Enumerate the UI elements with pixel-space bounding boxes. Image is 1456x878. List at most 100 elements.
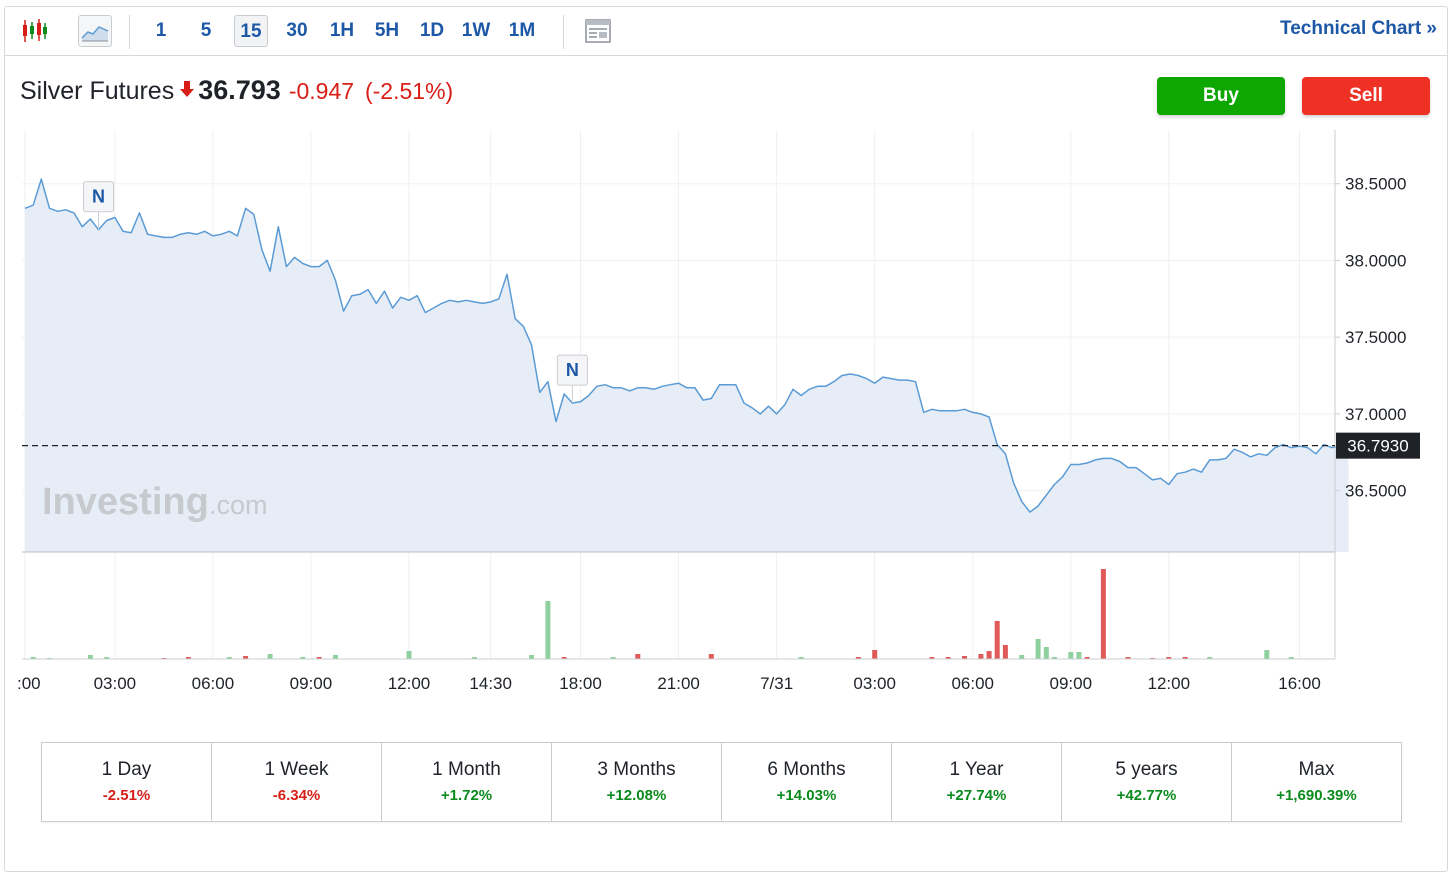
- volume-bar: [529, 655, 534, 659]
- price-chart: Investing .com 38.5000 38.0000 37.5000 37.0…: [17, 130, 1420, 693]
- period-1-day[interactable]: 1 Day -2.51%: [42, 743, 212, 821]
- volume-bar: [87, 655, 93, 659]
- period-label: 5 years: [1115, 759, 1178, 780]
- volume-bar: [798, 657, 804, 659]
- volume-bar: [610, 657, 616, 659]
- x-tick-label: 12:00: [388, 674, 431, 693]
- candlestick-chart-icon[interactable]: [17, 15, 51, 47]
- volume-bar: [1019, 655, 1025, 659]
- chart-axes: 38.5000 38.0000 37.5000 37.0000 36.5000:00 03…: [17, 130, 1420, 693]
- x-tick-label: 18:00: [559, 674, 602, 693]
- timeframe-1[interactable]: 1: [155, 20, 167, 41]
- period-change: -6.34%: [272, 787, 321, 804]
- current-price-tag: [1336, 432, 1420, 459]
- volume-bar: [1207, 657, 1213, 659]
- x-tick-label: 16:00: [1278, 674, 1321, 693]
- volume-bar: [243, 656, 249, 659]
- volume-bar: [855, 657, 861, 659]
- timeframe-5[interactable]: 5: [200, 20, 212, 41]
- timeframe-30[interactable]: 30: [286, 20, 308, 41]
- y-tick-label: 37.0000: [1345, 405, 1406, 424]
- volume-bar: [945, 657, 951, 659]
- period-1-year[interactable]: 1 Year +27.74%: [892, 743, 1062, 821]
- period-1-week[interactable]: 1 Week -6.34%: [212, 743, 382, 821]
- x-tick-label: 14:30: [469, 674, 512, 693]
- x-tick-label: 09:00: [290, 674, 333, 693]
- y-tick-label: 38.5000: [1345, 175, 1406, 194]
- news-marker-label: N: [92, 187, 105, 207]
- timeframe-1d[interactable]: 1D: [419, 20, 445, 41]
- area-chart-icon[interactable]: [78, 15, 112, 47]
- volume-bar: [406, 651, 412, 659]
- period-5-years[interactable]: 5 years +42.77%: [1062, 743, 1232, 821]
- volume-bar: [561, 657, 567, 659]
- technical-chart-link[interactable]: Technical Chart »: [1280, 18, 1437, 39]
- price-change: -0.947: [288, 78, 355, 104]
- price-area-fill: [25, 179, 1349, 552]
- period-change: +1,690.39%: [1276, 787, 1357, 804]
- price-series-line: [24, 178, 1349, 513]
- volume-bar: [872, 650, 878, 659]
- x-tick-label: 06:00: [951, 674, 994, 693]
- x-tick-label: 21:00: [657, 674, 700, 693]
- timeframe-15[interactable]: 15: [234, 15, 268, 47]
- volume-bar: [1002, 645, 1008, 659]
- news-marker-box: [83, 181, 115, 213]
- volume-bar: [962, 656, 967, 659]
- volume-bar: [1125, 657, 1131, 659]
- instrument-header: Silver Futures 36.793 -0.947 (-2.51%): [20, 75, 453, 106]
- watermark-brand: Investing: [42, 481, 209, 523]
- period-6-months[interactable]: 6 Months +14.03%: [722, 743, 892, 821]
- instrument-name: Silver Futures: [20, 77, 175, 105]
- current-price-label: 36.7930: [1347, 437, 1408, 456]
- period-1-month[interactable]: 1 Month +1.72%: [382, 743, 552, 821]
- x-tick-label: 06:00: [192, 674, 235, 693]
- price-change-percent: (-2.51%): [364, 78, 454, 104]
- price-area: [25, 179, 1349, 552]
- period-change: +1.72%: [440, 787, 493, 804]
- news-marker-box: [556, 354, 588, 386]
- volume-bar: [1182, 657, 1188, 659]
- volume-bar: [267, 654, 273, 659]
- period-change: +12.08%: [606, 787, 667, 804]
- toolbar: 1 5 15 30 1H 5H 1D 1W 1M Technical Chart…: [5, 7, 1447, 56]
- period-3-months[interactable]: 3 Months +12.08%: [552, 743, 722, 821]
- period-label: 6 Months: [767, 759, 846, 780]
- y-tick-label: 38.0000: [1345, 251, 1406, 270]
- x-tick-label: 09:00: [1049, 674, 1092, 693]
- volume-bar: [1035, 639, 1041, 659]
- period-label: Max: [1298, 759, 1335, 780]
- volume-bar: [708, 654, 714, 659]
- news-panel-icon[interactable]: [581, 15, 615, 47]
- volume-bars: [30, 569, 1294, 659]
- volume-bar: [226, 657, 232, 659]
- volume-bar: [1288, 657, 1294, 659]
- period-label: 1 Year: [949, 759, 1004, 780]
- period-label: 3 Months: [597, 759, 676, 780]
- y-tick-label: 37.5000: [1345, 328, 1406, 347]
- volume-bar: [635, 654, 641, 659]
- buy-button[interactable]: Buy: [1157, 77, 1285, 115]
- timeframe-1w[interactable]: 1W: [461, 20, 491, 41]
- y-tick-label: 36.5000: [1345, 482, 1406, 501]
- volume-bar: [929, 657, 935, 659]
- volume-bar: [1166, 657, 1172, 659]
- sell-button[interactable]: Sell: [1302, 77, 1430, 115]
- timeframe-1m[interactable]: 1M: [508, 20, 536, 41]
- period-change: +27.74%: [946, 787, 1007, 804]
- period-label: 1 Month: [432, 759, 501, 780]
- timeframe-1h[interactable]: 1H: [329, 20, 355, 41]
- investing-watermark: Investing .com: [42, 481, 268, 523]
- timeframe-5h[interactable]: 5H: [374, 20, 400, 41]
- x-tick-label: :00: [17, 674, 41, 693]
- performance-periods: 1 Day -2.51% 1 Week -6.34% 1 Month +1.72…: [41, 742, 1402, 822]
- volume-bar: [471, 657, 477, 659]
- period-max[interactable]: Max +1,690.39%: [1232, 743, 1401, 821]
- volume-bar: [1264, 650, 1270, 659]
- volume-bar: [545, 601, 551, 659]
- period-change: +42.77%: [1116, 787, 1177, 804]
- volume-bar: [1051, 657, 1057, 659]
- toolbar-separator: [563, 15, 564, 49]
- volume-bar: [978, 654, 984, 659]
- volume-bar: [1068, 652, 1074, 659]
